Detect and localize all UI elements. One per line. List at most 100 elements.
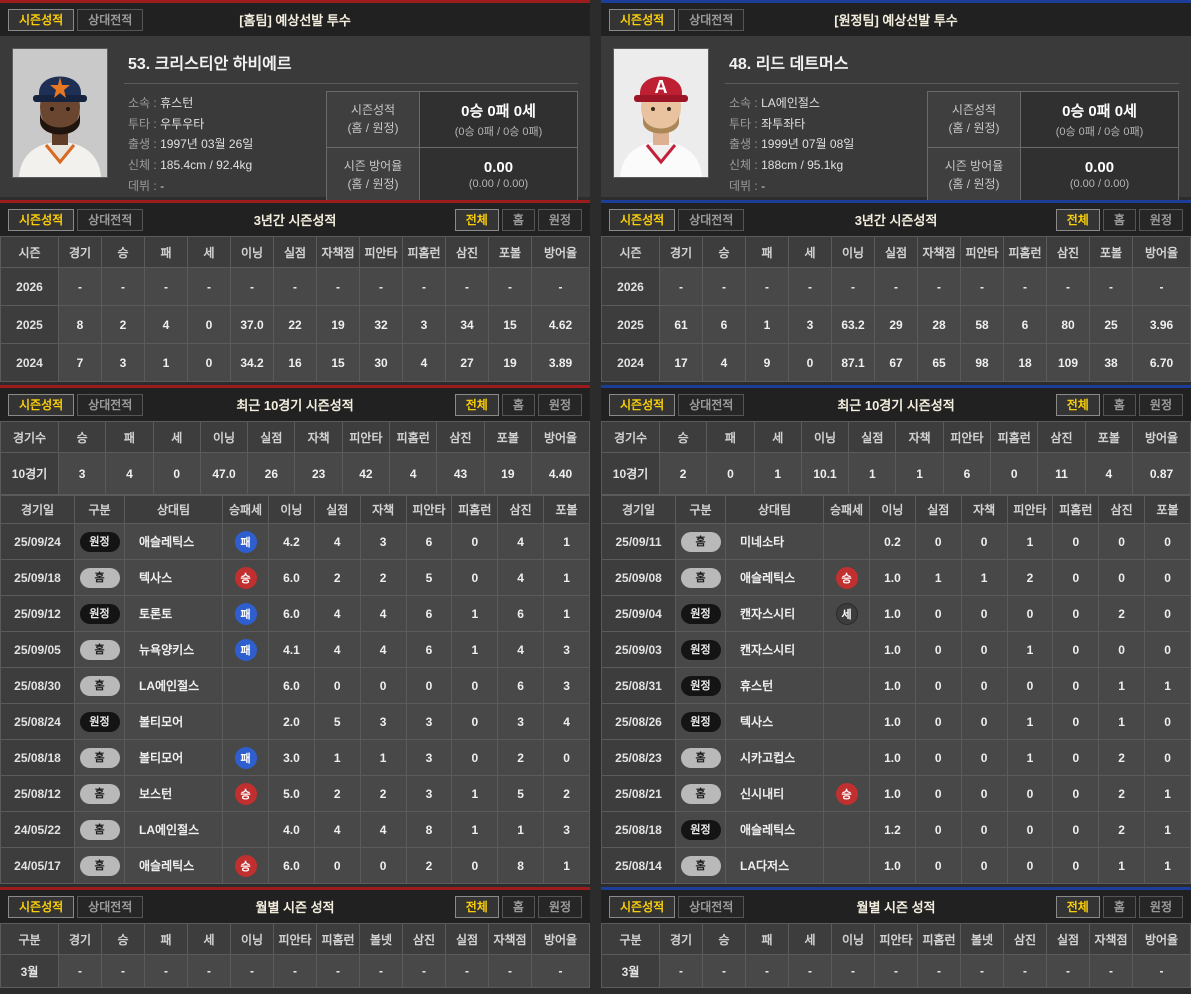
cell: - <box>273 954 317 988</box>
cell: 4 <box>313 631 361 668</box>
cell: - <box>187 954 231 988</box>
tab-season-stats[interactable]: 시즌성적 <box>8 208 75 231</box>
cell: - <box>874 267 918 306</box>
cell: 26 <box>247 452 296 495</box>
cell: 0 <box>960 739 1008 776</box>
table-row: 2026- - - - - - - - - - - - <box>0 267 590 306</box>
cell: 6 <box>497 667 545 704</box>
tab-head-to-head[interactable]: 상대전적 <box>678 8 745 31</box>
tab-season-stats[interactable]: 시즌성적 <box>609 393 676 416</box>
tab-head-to-head[interactable]: 상대전적 <box>77 895 144 918</box>
table-row: 2026- - - - - - - - - - - - <box>601 267 1191 306</box>
cell: 0 <box>1006 667 1054 704</box>
filter-away[interactable]: 원정 <box>537 393 582 416</box>
cell: 3.96 <box>1132 305 1191 344</box>
row-header: 25/09/04 <box>601 595 676 632</box>
cell: 0 <box>1098 559 1146 596</box>
tab-season-stats[interactable]: 시즌성적 <box>609 8 676 31</box>
column-header: 방어율 <box>531 923 590 955</box>
cell <box>823 523 870 560</box>
cell: 0 <box>451 703 499 740</box>
tab-head-to-head[interactable]: 상대전적 <box>678 208 745 231</box>
column-header: 피안타 <box>942 421 992 453</box>
cell: 6.0 <box>268 847 315 884</box>
cell: 0 <box>451 739 499 776</box>
column-header: 경기 <box>58 236 102 268</box>
tab-season-stats[interactable]: 시즌성적 <box>8 895 75 918</box>
cell: 27 <box>445 343 489 382</box>
cell: 홈 <box>675 523 726 560</box>
cell: 0 <box>1006 847 1054 884</box>
filter-home[interactable]: 홈 <box>501 208 535 231</box>
cell: 4 <box>389 452 438 495</box>
header-row: 경기수 승 패 세 이닝 실점 자책 피안타 피홈런 삼진 포볼 방어율 <box>0 421 590 453</box>
column-header: 피홈런 <box>990 421 1039 453</box>
result-badge: 패 <box>234 602 257 625</box>
tab-season-stats[interactable]: 시즌성적 <box>609 208 676 231</box>
filter-all[interactable]: 전체 <box>1055 393 1100 416</box>
filter-away[interactable]: 원정 <box>1138 895 1183 918</box>
cell: 42 <box>341 452 391 495</box>
column-header: 승 <box>101 923 145 955</box>
table-row: 2025 61 6 1 3 63.2 29 28 58 6 80 25 3.96 <box>601 305 1191 344</box>
cell: - <box>874 954 918 988</box>
section-bar: 시즌성적 상대전적 최근 10경기 시즌성적 전체 홈 원정 <box>601 388 1191 421</box>
season-summary-box: 시즌성적 (홈 / 원정) 0승 0패 0세 (0승 0패 / 0승 0패) 시즌 … <box>326 91 578 203</box>
column-header: 삼진 <box>1003 923 1047 955</box>
column-header: 구분 <box>74 495 125 524</box>
tab-head-to-head[interactable]: 상대전적 <box>77 8 144 31</box>
filter-home[interactable]: 홈 <box>1102 895 1136 918</box>
cell: 보스턴 <box>124 775 223 812</box>
filter-away[interactable]: 원정 <box>537 208 582 231</box>
tab-head-to-head[interactable]: 상대전적 <box>77 393 144 416</box>
row-header: 25/09/05 <box>0 631 75 668</box>
cell: - <box>831 954 875 988</box>
home-monthly-section: 시즌성적 상대전적 월별 시즌 성적 전체 홈 원정 구분 경기 승 패 세 이닝 피안타 피… <box>0 887 590 988</box>
table-row: 25/08/18 홈 볼티모어 패 3.0 1 1 3 0 2 0 <box>0 739 590 776</box>
result-badge: 승 <box>234 566 257 589</box>
filter-all[interactable]: 전체 <box>454 208 499 231</box>
cell: 61 <box>659 305 703 344</box>
away-recent10-section: 시즌성적 상대전적 최근 10경기 시즌성적 전체 홈 원정 경기수 승 패 세 이닝 실… <box>601 385 1191 884</box>
cell: - <box>788 954 832 988</box>
cell: - <box>1046 954 1090 988</box>
row-header: 25/09/03 <box>601 631 676 668</box>
column-header: 삼진 <box>445 236 489 268</box>
tab-head-to-head[interactable]: 상대전적 <box>77 208 144 231</box>
tab-season-stats[interactable]: 시즌성적 <box>609 895 676 918</box>
cell: 1 <box>745 305 789 344</box>
cell: 4 <box>359 631 407 668</box>
filter-all[interactable]: 전체 <box>454 393 499 416</box>
filter-away[interactable]: 원정 <box>537 895 582 918</box>
cell: - <box>531 267 590 306</box>
cell <box>823 811 870 848</box>
cell: 0 <box>706 452 755 495</box>
filter-home[interactable]: 홈 <box>1102 393 1136 416</box>
row-header: 25/08/21 <box>601 775 676 812</box>
cell: 98 <box>960 343 1004 382</box>
tab-head-to-head[interactable]: 상대전적 <box>678 895 745 918</box>
cell: 8 <box>405 811 453 848</box>
column-header: 승 <box>702 923 746 955</box>
cell: LA에인절스 <box>124 667 223 704</box>
column-header: 볼넷 <box>359 923 403 955</box>
filter-home[interactable]: 홈 <box>501 393 535 416</box>
tab-season-stats[interactable]: 시즌성적 <box>8 393 75 416</box>
tab-season-stats[interactable]: 시즌성적 <box>8 8 75 31</box>
column-header: 피안타 <box>874 923 918 955</box>
cell: 2 <box>359 559 407 596</box>
filter-home[interactable]: 홈 <box>1102 208 1136 231</box>
cell: 4.1 <box>268 631 315 668</box>
tab-head-to-head[interactable]: 상대전적 <box>678 393 745 416</box>
filter-away[interactable]: 원정 <box>1138 208 1183 231</box>
cell: 홈 <box>74 631 125 668</box>
cell: - <box>230 267 274 306</box>
filter-all[interactable]: 전체 <box>1055 895 1100 918</box>
filter-away[interactable]: 원정 <box>1138 393 1183 416</box>
result-badge: 세 <box>835 602 858 625</box>
cell: 2 <box>101 305 145 344</box>
filter-home[interactable]: 홈 <box>501 895 535 918</box>
filter-all[interactable]: 전체 <box>454 895 499 918</box>
filter-all[interactable]: 전체 <box>1055 208 1100 231</box>
stat-type-tabs: 시즌성적 상대전적 <box>8 393 144 416</box>
